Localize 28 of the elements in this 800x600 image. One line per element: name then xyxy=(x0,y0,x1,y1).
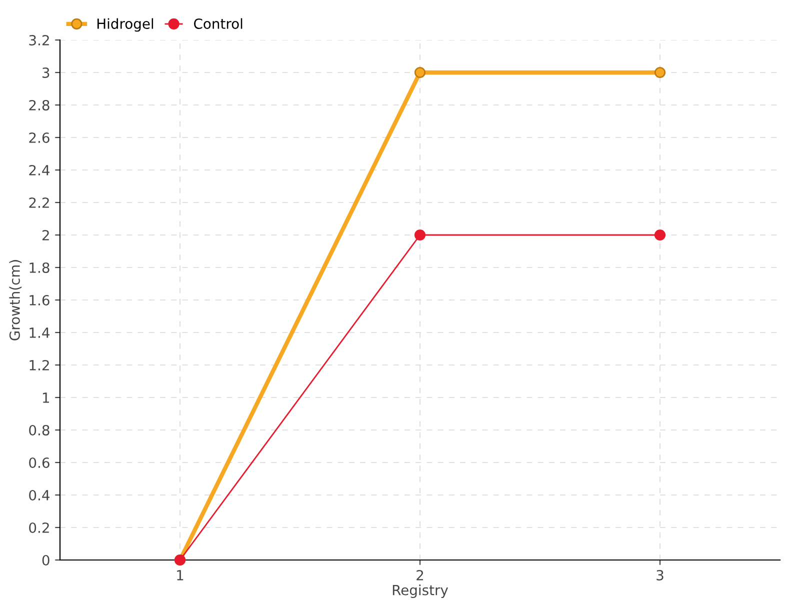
point xyxy=(654,229,666,241)
y-tick-label: 0.6 xyxy=(29,457,50,468)
point xyxy=(414,66,426,78)
y-tick-label: 1.2 xyxy=(30,360,49,370)
y-tick-label: 2.8 xyxy=(29,100,50,110)
y-tick-label: 1.8 xyxy=(30,262,50,273)
x-tick-label: 3 xyxy=(656,570,664,580)
y-axis-title: Growth(cm) xyxy=(9,260,22,340)
x-tick-label: 1 xyxy=(177,570,184,580)
y-tick-label: 0.4 xyxy=(29,490,50,500)
y-tick-label: 0 xyxy=(42,554,50,566)
y-tick-label: 2.4 xyxy=(29,164,50,176)
y-tick-label: 1.6 xyxy=(30,294,50,306)
y-tick-label: 3 xyxy=(42,67,50,78)
y-tick-label: 2 xyxy=(42,230,49,240)
x-tick-label: 2 xyxy=(416,570,424,580)
y-tick-label: 0.2 xyxy=(29,522,49,533)
point xyxy=(654,66,666,78)
legend-label: Control xyxy=(194,18,242,29)
x-axis-title: Registry xyxy=(392,584,448,598)
y-tick-label: 3.2 xyxy=(29,34,49,46)
legend-label: Hidrogel xyxy=(97,18,154,32)
y-tick-label: 1.4 xyxy=(30,328,50,338)
y-tick-label: 1 xyxy=(42,392,49,403)
y-tick-label: 2.2 xyxy=(29,197,49,208)
y-tick-label: 0.8 xyxy=(29,424,50,436)
point xyxy=(414,229,426,241)
y-tick-label: 2.6 xyxy=(29,132,50,143)
